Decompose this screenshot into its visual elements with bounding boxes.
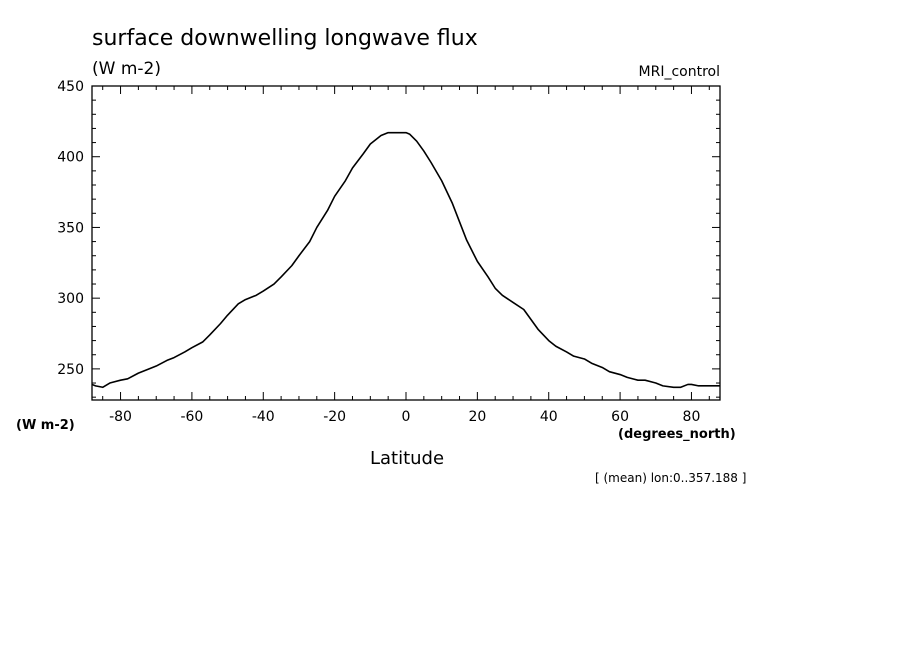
y-tick-label: 450: [57, 79, 84, 95]
chart-title: surface downwelling longwave flux: [92, 26, 478, 51]
x-tick-label: 20: [468, 409, 486, 425]
y-units-label: (W m-2): [16, 418, 75, 433]
axis-tick-labels: -80 -60 -40 -20 0 20 40 60 80 250 300 350 400 450: [57, 79, 700, 425]
x-axis-title: Latitude: [370, 448, 444, 469]
axis-ticks: [92, 85, 720, 400]
y-tick-label: 250: [57, 362, 84, 378]
series-line: [91, 131, 720, 389]
dataset-label: MRI_control: [639, 64, 720, 80]
y-tick-label: 350: [57, 220, 84, 236]
y-tick-label: 400: [57, 150, 84, 166]
footnote: [ (mean) lon:0..357.188 ]: [595, 471, 746, 485]
x-tick-label: 0: [402, 409, 411, 425]
x-units-label: (degrees_north): [618, 427, 736, 442]
x-tick-label: 80: [683, 409, 701, 425]
x-tick-label: -80: [109, 409, 132, 425]
x-tick-label: -20: [323, 409, 346, 425]
x-tick-label: 60: [611, 409, 629, 425]
y-tick-label: 300: [57, 291, 84, 307]
x-tick-label: 40: [540, 409, 558, 425]
x-tick-label: -40: [252, 409, 275, 425]
chart-subtitle-units: (W m-2): [92, 59, 161, 79]
x-tick-label: -60: [180, 409, 203, 425]
